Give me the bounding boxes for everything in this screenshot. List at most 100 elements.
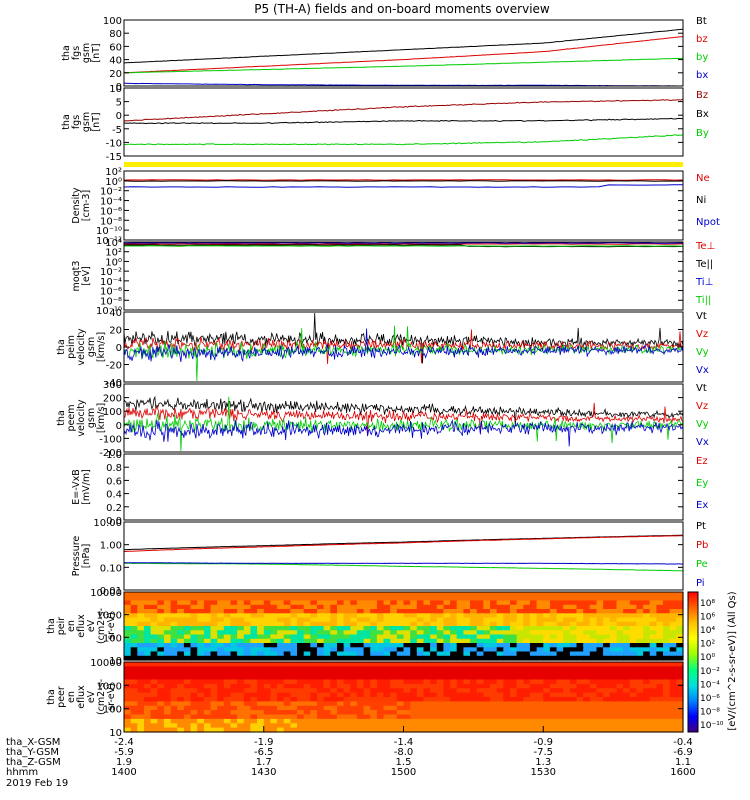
heatmap-cell bbox=[649, 688, 657, 694]
heatmap-cell bbox=[210, 655, 218, 661]
heatmap-cell bbox=[529, 630, 538, 636]
heatmap-cell bbox=[396, 714, 405, 720]
heatmap-cell bbox=[423, 701, 431, 707]
heatmap-cell bbox=[456, 697, 464, 702]
heatmap-cell bbox=[456, 662, 464, 667]
heatmap-cell bbox=[629, 604, 638, 610]
series-vx-line bbox=[123, 419, 684, 447]
heatmap-cell bbox=[516, 621, 524, 627]
heatmap-cell bbox=[370, 647, 378, 653]
heatmap-cell bbox=[596, 718, 604, 724]
heatmap-cell bbox=[223, 675, 232, 681]
heatmap-cell bbox=[643, 662, 651, 667]
heatmap-cell bbox=[376, 617, 385, 623]
heatmap-cell bbox=[317, 710, 325, 716]
heatmap-cell bbox=[463, 727, 471, 733]
heatmap-cell bbox=[483, 617, 491, 623]
heatmap-cell bbox=[197, 600, 205, 606]
heatmap-cell bbox=[496, 655, 504, 661]
heatmap-cell bbox=[609, 697, 618, 702]
heatmap-cell bbox=[470, 718, 478, 724]
heatmap-cell bbox=[496, 617, 504, 623]
heatmap-cell bbox=[250, 718, 258, 724]
heatmap-cell bbox=[363, 670, 371, 676]
heatmap-cell bbox=[283, 670, 291, 676]
heatmap-cell bbox=[190, 666, 198, 672]
heatmap-cell bbox=[396, 692, 405, 698]
heatmap-cell bbox=[676, 670, 684, 676]
heatmap-cell bbox=[223, 651, 232, 657]
heatmap-cell bbox=[383, 604, 391, 610]
heatmap-cell bbox=[549, 617, 558, 623]
heatmap-cell bbox=[623, 655, 631, 661]
heatmap-cell bbox=[396, 701, 405, 707]
heatmap-cell bbox=[596, 701, 604, 707]
heatmap-cell bbox=[390, 596, 398, 602]
heatmap-cell bbox=[170, 718, 178, 724]
heatmap-cell bbox=[243, 634, 252, 640]
heatmap-cell bbox=[177, 630, 185, 636]
heatmap-cell bbox=[669, 670, 677, 676]
heatmap-cell bbox=[629, 692, 638, 698]
heatmap-cell bbox=[456, 655, 464, 661]
heatmap-cell bbox=[563, 621, 571, 627]
heatmap-cell bbox=[396, 643, 405, 648]
heatmap-cell bbox=[676, 710, 684, 716]
heatmap-cell bbox=[343, 697, 351, 702]
heatmap-cell bbox=[270, 697, 278, 702]
heatmap-cell bbox=[210, 609, 218, 614]
heatmap-cell bbox=[337, 617, 345, 623]
heatmap-cell bbox=[450, 626, 458, 631]
panel-frame bbox=[123, 591, 684, 661]
heatmap-cell bbox=[217, 609, 225, 614]
colorbar-tick-label: 10⁸ bbox=[700, 599, 715, 609]
heatmap-cell bbox=[563, 651, 571, 657]
heatmap-cell bbox=[476, 701, 484, 707]
heatmap-cell bbox=[270, 675, 278, 681]
heatmap-cell bbox=[363, 596, 371, 602]
heatmap-cell bbox=[350, 626, 358, 631]
heatmap-cell bbox=[663, 621, 671, 627]
heatmap-cell bbox=[616, 592, 624, 597]
heatmap-cell bbox=[243, 727, 252, 733]
heatmap-cell bbox=[483, 600, 491, 606]
heatmap-cell bbox=[317, 604, 325, 610]
heatmap-cell bbox=[629, 609, 638, 614]
heatmap-cell bbox=[137, 710, 145, 716]
heatmap-cell bbox=[396, 600, 405, 606]
heatmap-cell bbox=[416, 718, 425, 724]
panel-frame bbox=[123, 453, 684, 521]
heatmap-cell bbox=[297, 666, 305, 672]
heatmap-cell bbox=[303, 670, 311, 676]
heatmap-cell bbox=[290, 675, 298, 681]
heatmap-cell bbox=[510, 697, 518, 702]
heatmap-cell bbox=[337, 710, 345, 716]
heatmap-cell bbox=[410, 651, 418, 657]
heatmap-cell bbox=[356, 697, 365, 702]
heatmap-cell bbox=[410, 705, 418, 711]
heatmap-cell bbox=[217, 617, 225, 623]
heatmap-cell bbox=[603, 651, 611, 657]
heatmap-cell bbox=[516, 613, 524, 619]
heatmap-cell bbox=[543, 655, 551, 661]
heatmap-cell bbox=[643, 643, 651, 648]
heatmap-cell bbox=[163, 718, 172, 724]
heatmap-cell bbox=[556, 617, 564, 623]
heatmap-cell bbox=[629, 651, 638, 657]
heatmap-cell bbox=[516, 609, 524, 614]
heatmap-cell bbox=[370, 655, 378, 661]
heatmap-cell bbox=[376, 675, 385, 681]
heatmap-cell bbox=[510, 675, 518, 681]
heatmap-cell bbox=[270, 634, 278, 640]
heatmap-cell bbox=[523, 647, 531, 653]
heatmap-cell bbox=[303, 638, 311, 644]
heatmap-cell bbox=[549, 679, 558, 685]
heatmap-cell bbox=[250, 643, 258, 648]
heatmap-cell bbox=[370, 718, 378, 724]
plot-title: P5 (TH-A) fields and on-board moments ov… bbox=[254, 2, 550, 16]
heatmap-cell bbox=[383, 688, 391, 694]
heatmap-cell bbox=[656, 714, 664, 720]
heatmap-cell bbox=[583, 727, 591, 733]
heatmap-cell bbox=[450, 683, 458, 689]
heatmap-cell bbox=[290, 710, 298, 716]
